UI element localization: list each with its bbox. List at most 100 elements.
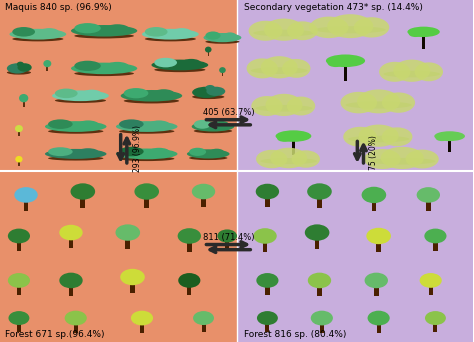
- Bar: [72, 284, 79, 286]
- Ellipse shape: [178, 228, 201, 244]
- Ellipse shape: [155, 58, 177, 67]
- Ellipse shape: [214, 121, 229, 129]
- Ellipse shape: [77, 120, 99, 129]
- Ellipse shape: [253, 30, 315, 36]
- Bar: [196, 196, 203, 197]
- Ellipse shape: [59, 273, 82, 288]
- Bar: [336, 64, 346, 66]
- Ellipse shape: [192, 87, 220, 98]
- Ellipse shape: [305, 224, 329, 241]
- Ellipse shape: [357, 90, 400, 114]
- Ellipse shape: [261, 56, 298, 78]
- Ellipse shape: [45, 121, 107, 132]
- Ellipse shape: [193, 311, 214, 325]
- Bar: [134, 281, 141, 282]
- Ellipse shape: [59, 225, 82, 240]
- Bar: [448, 139, 451, 152]
- Bar: [318, 236, 325, 238]
- Ellipse shape: [106, 24, 129, 33]
- Bar: [261, 284, 267, 286]
- Ellipse shape: [205, 47, 211, 53]
- Ellipse shape: [12, 27, 35, 37]
- Ellipse shape: [255, 105, 312, 111]
- Ellipse shape: [74, 33, 134, 38]
- Text: Maquis 840 sp. (96.9%): Maquis 840 sp. (96.9%): [5, 3, 111, 12]
- Bar: [20, 239, 26, 241]
- Bar: [222, 71, 223, 76]
- Bar: [261, 322, 267, 323]
- Bar: [376, 239, 381, 252]
- Bar: [258, 240, 265, 242]
- Bar: [81, 195, 85, 208]
- Bar: [20, 284, 26, 285]
- Ellipse shape: [7, 70, 31, 75]
- Bar: [433, 239, 438, 251]
- Ellipse shape: [383, 71, 440, 77]
- Bar: [208, 51, 209, 55]
- Ellipse shape: [48, 147, 73, 156]
- Bar: [17, 284, 21, 295]
- Ellipse shape: [265, 94, 302, 116]
- Ellipse shape: [362, 187, 386, 203]
- Ellipse shape: [48, 129, 103, 134]
- Ellipse shape: [116, 121, 177, 132]
- Ellipse shape: [9, 311, 29, 325]
- Ellipse shape: [43, 60, 51, 67]
- Ellipse shape: [393, 60, 430, 82]
- Bar: [268, 321, 274, 323]
- Bar: [12, 284, 19, 286]
- Ellipse shape: [381, 147, 424, 169]
- Bar: [315, 322, 322, 324]
- Bar: [320, 195, 328, 197]
- Ellipse shape: [327, 14, 374, 38]
- Bar: [187, 284, 191, 295]
- Ellipse shape: [7, 63, 28, 74]
- Bar: [429, 322, 436, 323]
- Bar: [190, 284, 197, 285]
- Bar: [431, 284, 438, 285]
- Ellipse shape: [409, 30, 422, 37]
- Ellipse shape: [424, 228, 447, 244]
- Bar: [64, 285, 71, 286]
- Ellipse shape: [436, 135, 448, 141]
- Text: Secondary vegetation 473* sp. (14.4%): Secondary vegetation 473* sp. (14.4%): [244, 3, 423, 12]
- Ellipse shape: [248, 21, 283, 41]
- Bar: [69, 284, 73, 296]
- Text: Forest 816 sp. (80.4%): Forest 816 sp. (80.4%): [244, 330, 346, 339]
- Bar: [24, 198, 28, 211]
- Ellipse shape: [406, 149, 439, 169]
- Ellipse shape: [8, 273, 30, 288]
- Bar: [266, 239, 273, 241]
- Bar: [320, 284, 327, 286]
- Ellipse shape: [39, 28, 59, 37]
- Bar: [130, 280, 135, 293]
- Ellipse shape: [206, 87, 225, 96]
- Ellipse shape: [124, 88, 148, 98]
- Ellipse shape: [12, 37, 64, 41]
- Ellipse shape: [142, 29, 199, 40]
- Ellipse shape: [308, 273, 331, 288]
- Bar: [129, 236, 136, 238]
- Bar: [237, 171, 474, 342]
- Ellipse shape: [120, 269, 145, 285]
- Bar: [312, 196, 319, 198]
- Ellipse shape: [71, 25, 137, 37]
- Ellipse shape: [343, 127, 377, 147]
- Ellipse shape: [251, 67, 308, 74]
- Bar: [366, 199, 374, 201]
- Bar: [319, 321, 324, 333]
- Ellipse shape: [119, 129, 174, 134]
- Bar: [317, 195, 322, 208]
- Ellipse shape: [257, 311, 278, 325]
- Ellipse shape: [346, 102, 412, 109]
- Bar: [228, 239, 234, 240]
- Bar: [376, 321, 381, 333]
- Bar: [148, 195, 155, 197]
- Ellipse shape: [275, 130, 311, 142]
- Bar: [75, 196, 83, 198]
- Bar: [317, 284, 322, 296]
- Ellipse shape: [189, 148, 206, 156]
- Ellipse shape: [205, 31, 220, 40]
- Ellipse shape: [251, 96, 283, 116]
- Bar: [421, 199, 428, 201]
